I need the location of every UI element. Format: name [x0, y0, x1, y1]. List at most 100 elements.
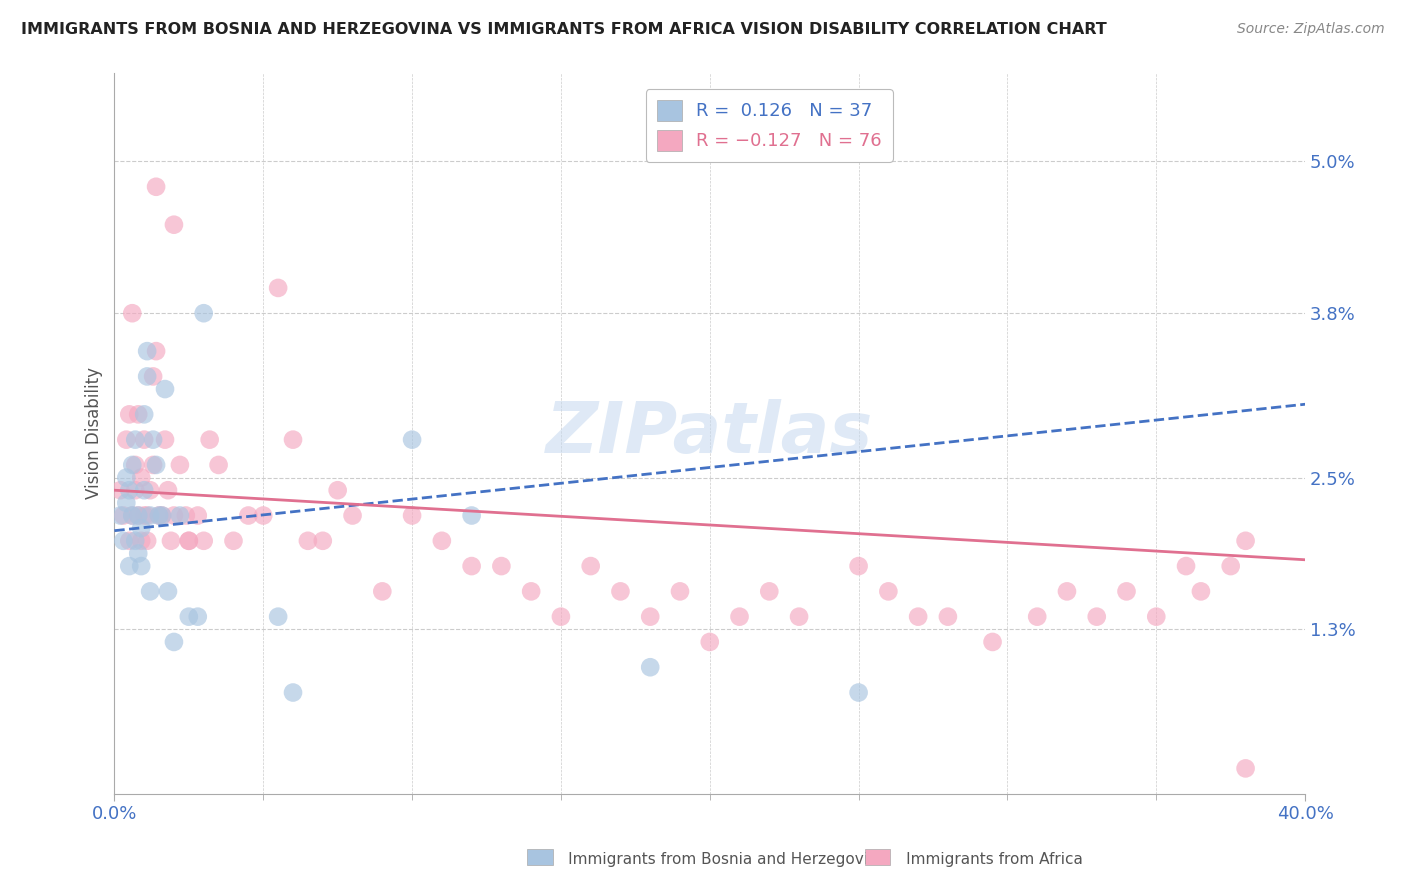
Point [193, 533, 215, 548]
Point [669, 584, 692, 599]
Point [160, 533, 183, 548]
Point [121, 508, 143, 523]
Point [936, 609, 959, 624]
Text: Immigrants from Africa: Immigrants from Africa [872, 852, 1083, 867]
Point [460, 508, 482, 523]
Point [193, 306, 215, 320]
Point [877, 584, 900, 599]
Point [153, 382, 176, 396]
Point [491, 559, 513, 574]
Point [163, 635, 186, 649]
Point [1234, 533, 1257, 548]
Point [1189, 584, 1212, 599]
Point [145, 179, 167, 194]
Point [520, 584, 543, 599]
Y-axis label: Vision Disability: Vision Disability [86, 368, 103, 500]
Text: IMMIGRANTS FROM BOSNIA AND HERZEGOVINA VS IMMIGRANTS FROM AFRICA VISION DISABILI: IMMIGRANTS FROM BOSNIA AND HERZEGOVINA V… [21, 22, 1107, 37]
Point [1085, 609, 1108, 624]
Point [371, 584, 394, 599]
Text: Immigrants from Bosnia and Herzegovina: Immigrants from Bosnia and Herzegovina [534, 852, 887, 867]
Point [169, 458, 191, 472]
Point [174, 508, 197, 523]
Point [312, 533, 335, 548]
Point [118, 483, 141, 498]
Point [1115, 584, 1137, 599]
Point [430, 533, 453, 548]
Point [121, 306, 143, 320]
Point [1219, 559, 1241, 574]
Point [238, 508, 260, 523]
Point [112, 533, 135, 548]
Point [118, 533, 141, 548]
Point [148, 508, 170, 523]
Point [142, 369, 165, 384]
Point [148, 508, 170, 523]
Point [1175, 559, 1198, 574]
Point [124, 533, 146, 548]
Point [699, 635, 721, 649]
Point [1234, 761, 1257, 775]
Point [115, 433, 138, 447]
Point [1026, 609, 1049, 624]
Point [252, 508, 274, 523]
Point [787, 609, 810, 624]
Point [136, 344, 159, 359]
Point [981, 635, 1004, 649]
Point [728, 609, 751, 624]
Point [163, 218, 186, 232]
Point [129, 533, 152, 548]
Point [127, 408, 149, 422]
Point [267, 609, 290, 624]
Point [142, 433, 165, 447]
Point [142, 458, 165, 472]
Point [150, 508, 173, 523]
Point [153, 433, 176, 447]
Point [110, 483, 132, 498]
Point [579, 559, 602, 574]
Point [127, 508, 149, 523]
Point [139, 483, 162, 498]
Point [145, 458, 167, 472]
Point [609, 584, 631, 599]
Point [460, 559, 482, 574]
Point [281, 685, 304, 699]
Point [134, 408, 156, 422]
Point [115, 496, 138, 510]
Point [112, 508, 135, 523]
Point [1144, 609, 1167, 624]
Point [134, 483, 156, 498]
Point [136, 533, 159, 548]
Point [638, 660, 661, 674]
Point [124, 458, 146, 472]
Point [129, 559, 152, 574]
Point [156, 584, 179, 599]
Point [907, 609, 929, 624]
Point [139, 584, 162, 599]
Point [150, 508, 173, 523]
Point [127, 508, 149, 523]
Point [121, 508, 143, 523]
Point [118, 408, 141, 422]
Point [139, 508, 162, 523]
Point [207, 458, 229, 472]
Point [169, 508, 191, 523]
Text: ZIPatlas: ZIPatlas [546, 399, 873, 467]
Point [127, 546, 149, 560]
Point [281, 433, 304, 447]
Point [187, 508, 209, 523]
Point [401, 508, 423, 523]
Point [115, 470, 138, 484]
Point [124, 433, 146, 447]
Point [550, 609, 572, 624]
Point [129, 521, 152, 535]
Point [401, 433, 423, 447]
Point [124, 483, 146, 498]
Point [134, 508, 156, 523]
Point [121, 458, 143, 472]
Point [145, 344, 167, 359]
Point [129, 470, 152, 484]
Point [222, 533, 245, 548]
Legend: R =  0.126   N = 37, R = −0.127   N = 76: R = 0.126 N = 37, R = −0.127 N = 76 [645, 89, 893, 161]
Point [136, 508, 159, 523]
Point [198, 433, 221, 447]
